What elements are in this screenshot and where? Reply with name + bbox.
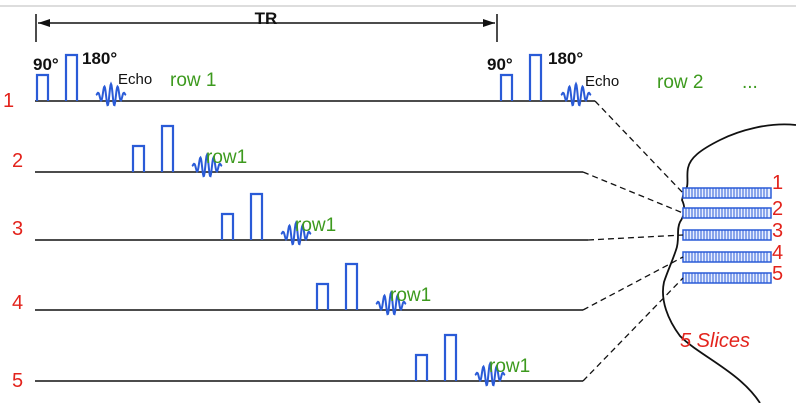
tr-arrow — [35, 14, 498, 42]
echo-wave — [191, 152, 223, 178]
flip-label: 90° — [487, 55, 513, 74]
projection — [582, 277, 684, 382]
pulse-90 — [35, 73, 50, 101]
slice-index: 4 — [772, 242, 783, 264]
pulse-90 — [315, 282, 330, 310]
row-label: row 1 — [170, 70, 216, 91]
slice-number: 1 — [3, 90, 14, 112]
head-outline — [662, 123, 796, 403]
flip-label: 90° — [33, 55, 59, 74]
continuation: ... — [742, 72, 758, 93]
pulse-180 — [443, 333, 458, 381]
slice-index: 2 — [772, 198, 783, 220]
slice-number: 4 — [12, 292, 23, 314]
flip-label: 180° — [548, 49, 583, 68]
pulse-90 — [414, 353, 429, 381]
row-label: row1 — [390, 285, 431, 306]
pulse-90 — [499, 73, 514, 101]
projection — [582, 171, 684, 214]
row-label: row 2 — [657, 72, 703, 93]
projection — [587, 234, 684, 241]
pulse-180 — [344, 262, 359, 310]
slice-index: 1 — [772, 172, 783, 194]
pulse-180 — [160, 124, 175, 172]
slice-number: 2 — [12, 150, 23, 172]
row-label: row1 — [206, 147, 247, 168]
echo-wave — [95, 81, 127, 107]
projection — [594, 100, 684, 194]
echo-label: Echo — [585, 73, 619, 90]
slice-number: 5 — [12, 370, 23, 392]
pulse-180 — [64, 53, 79, 101]
pulse-180 — [528, 53, 543, 101]
slice-band — [682, 207, 772, 219]
pulse-90 — [131, 144, 146, 172]
slices-caption: 5 Slices — [680, 330, 750, 352]
row-label: row1 — [295, 215, 336, 236]
slice-index: 3 — [772, 220, 783, 242]
flip-label: 180° — [82, 49, 117, 68]
echo-wave — [560, 81, 592, 107]
projection — [582, 256, 684, 311]
row-label: row1 — [489, 356, 530, 377]
slice-band — [682, 187, 772, 199]
slice-number: 3 — [12, 218, 23, 240]
echo-wave — [280, 220, 312, 246]
pulse-90 — [220, 212, 235, 240]
echo-wave — [474, 361, 506, 387]
tr-label: TR — [255, 9, 278, 28]
pulse-180 — [249, 192, 264, 240]
slice-index: 5 — [772, 263, 783, 285]
echo-label: Echo — [118, 71, 152, 88]
echo-wave — [375, 290, 407, 316]
